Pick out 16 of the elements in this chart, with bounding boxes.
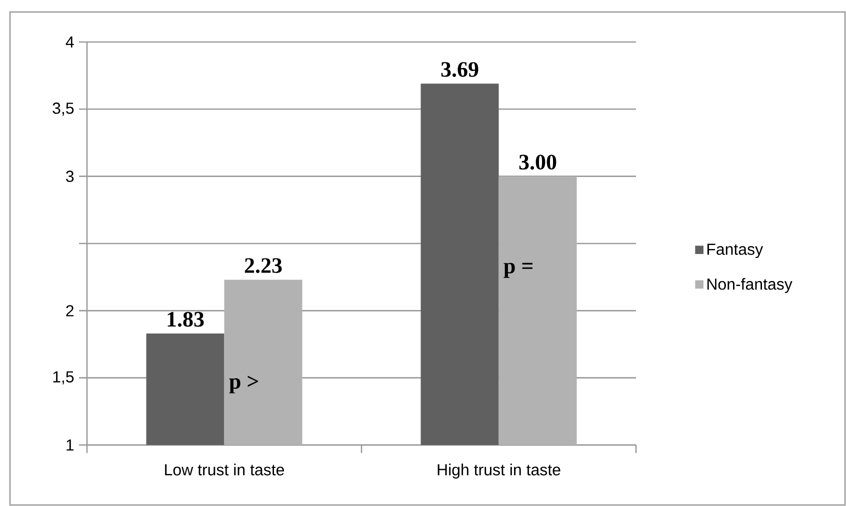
data-label: 3.69 bbox=[441, 62, 478, 77]
data-label: 3.00 bbox=[519, 154, 556, 170]
data-label: 2.23 bbox=[244, 258, 282, 274]
y-tick-label: 1,5 bbox=[53, 371, 74, 384]
y-tick-label: 1 bbox=[66, 440, 74, 451]
x-tick-label: Low trust in taste bbox=[165, 464, 284, 476]
legend-label: Non-fantasy bbox=[707, 278, 792, 293]
y-tick-label: 3 bbox=[66, 170, 74, 182]
annotation: p > bbox=[229, 376, 258, 394]
y-tick-label: 4 bbox=[66, 36, 74, 48]
legend-label: Fantasy bbox=[707, 244, 764, 258]
y-tick-label: 3,5 bbox=[52, 102, 74, 116]
y-tick-label: 2 bbox=[66, 305, 74, 316]
x-tick-label: High trust in taste bbox=[438, 464, 560, 479]
data-label: 1.83 bbox=[168, 312, 204, 327]
annotation: p = bbox=[504, 262, 532, 278]
